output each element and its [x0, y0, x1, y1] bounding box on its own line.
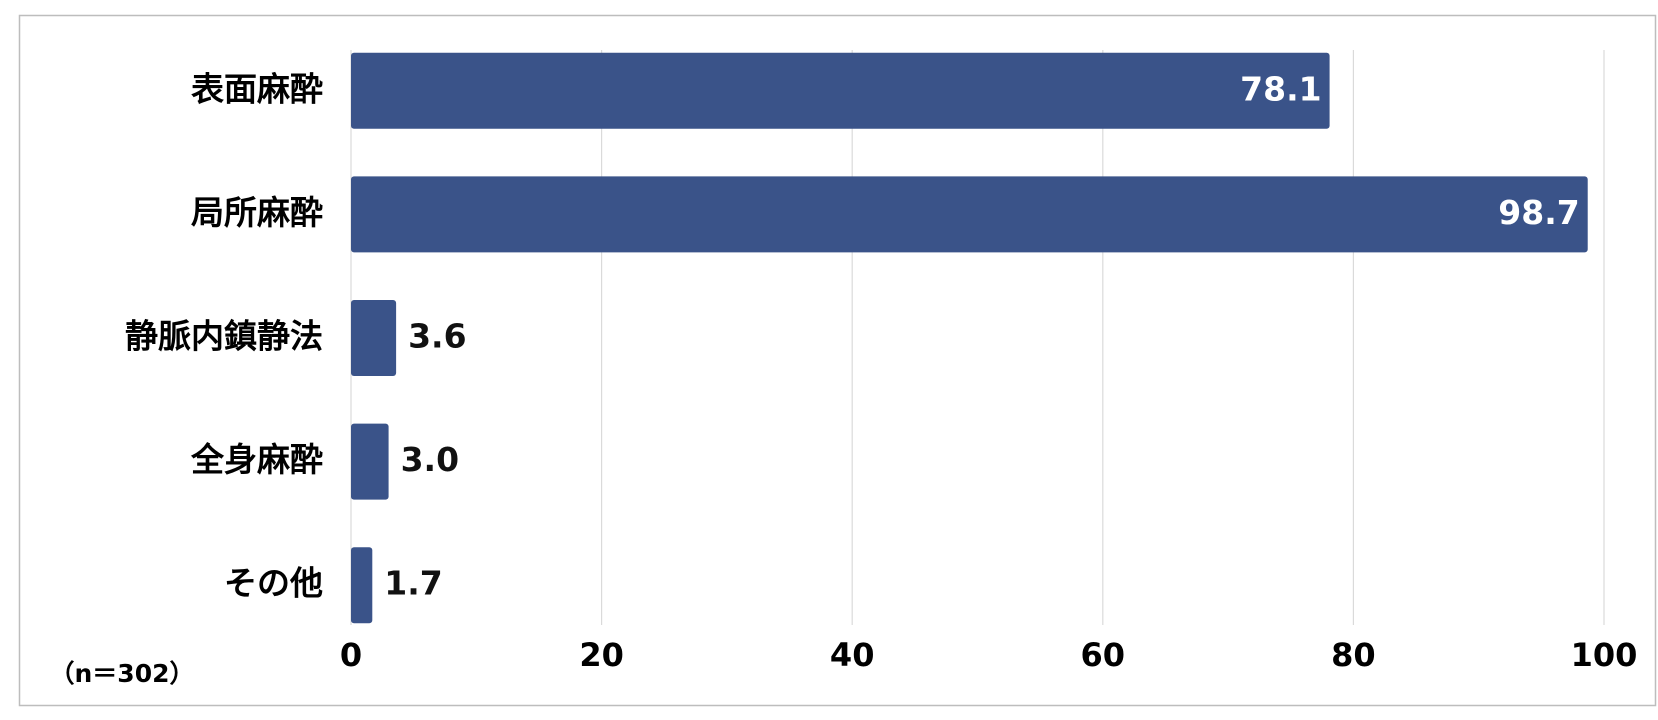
value-label: 3.6: [408, 317, 466, 356]
y-tick-label: 全身麻酔: [190, 440, 323, 479]
x-tick-label: 60: [1081, 636, 1126, 674]
chart-border: [18, 14, 1657, 707]
x-tick-label: 40: [830, 636, 875, 674]
y-tick-label: その他: [224, 564, 323, 603]
x-tick-label: 20: [579, 636, 624, 674]
note: （n＝302）: [50, 659, 195, 688]
y-tick-label: 表面麻酔: [191, 69, 323, 108]
value-label: 78.1: [1240, 69, 1321, 108]
value-label: 1.7: [384, 564, 442, 603]
y-tick-label: 局所麻酔: [191, 193, 323, 232]
bar: [351, 547, 373, 624]
x-tick-label: 100: [1571, 636, 1638, 674]
y-tick-label: 静脈内鎮静法: [125, 317, 323, 356]
bar: [351, 423, 389, 500]
x-tick-label: 80: [1331, 636, 1376, 674]
x-tick-label: 0: [340, 636, 362, 674]
value-label: 3.0: [401, 440, 459, 479]
bar: [351, 300, 397, 376]
bar: [351, 52, 1330, 129]
value-label: 98.7: [1498, 193, 1579, 232]
bar: [351, 176, 1588, 253]
